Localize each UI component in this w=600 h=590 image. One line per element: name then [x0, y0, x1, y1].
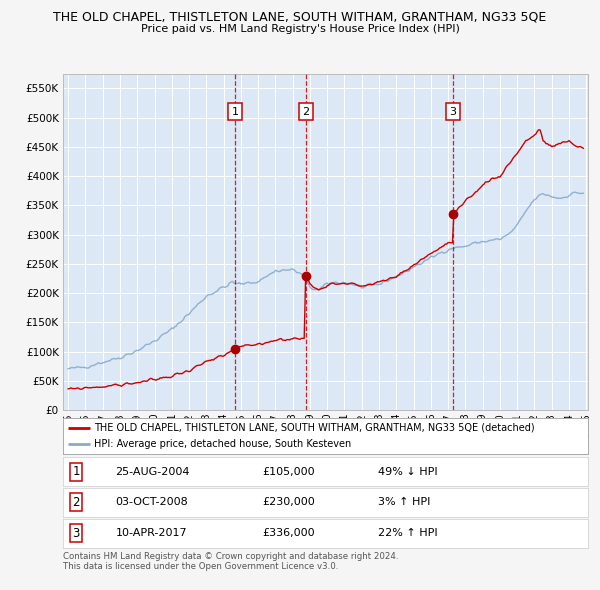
Text: 2: 2 [302, 107, 309, 117]
Text: 1: 1 [232, 107, 238, 117]
Text: 25-AUG-2004: 25-AUG-2004 [115, 467, 190, 477]
Text: 49% ↓ HPI: 49% ↓ HPI [378, 467, 437, 477]
Text: 03-OCT-2008: 03-OCT-2008 [115, 497, 188, 507]
Text: 3% ↑ HPI: 3% ↑ HPI [378, 497, 430, 507]
Text: 3: 3 [449, 107, 456, 117]
Text: 1: 1 [73, 465, 80, 478]
Text: 2: 2 [73, 496, 80, 509]
Text: HPI: Average price, detached house, South Kesteven: HPI: Average price, detached house, Sout… [95, 440, 352, 450]
Text: 10-APR-2017: 10-APR-2017 [115, 528, 187, 538]
Text: £230,000: £230,000 [263, 497, 315, 507]
Text: Contains HM Land Registry data © Crown copyright and database right 2024.
This d: Contains HM Land Registry data © Crown c… [63, 552, 398, 571]
Text: 3: 3 [73, 526, 80, 540]
Text: 22% ↑ HPI: 22% ↑ HPI [378, 528, 437, 538]
Text: THE OLD CHAPEL, THISTLETON LANE, SOUTH WITHAM, GRANTHAM, NG33 5QE (detached): THE OLD CHAPEL, THISTLETON LANE, SOUTH W… [95, 422, 535, 432]
Text: £336,000: £336,000 [263, 528, 315, 538]
Text: THE OLD CHAPEL, THISTLETON LANE, SOUTH WITHAM, GRANTHAM, NG33 5QE: THE OLD CHAPEL, THISTLETON LANE, SOUTH W… [53, 11, 547, 24]
Text: Price paid vs. HM Land Registry's House Price Index (HPI): Price paid vs. HM Land Registry's House … [140, 24, 460, 34]
Text: £105,000: £105,000 [263, 467, 315, 477]
